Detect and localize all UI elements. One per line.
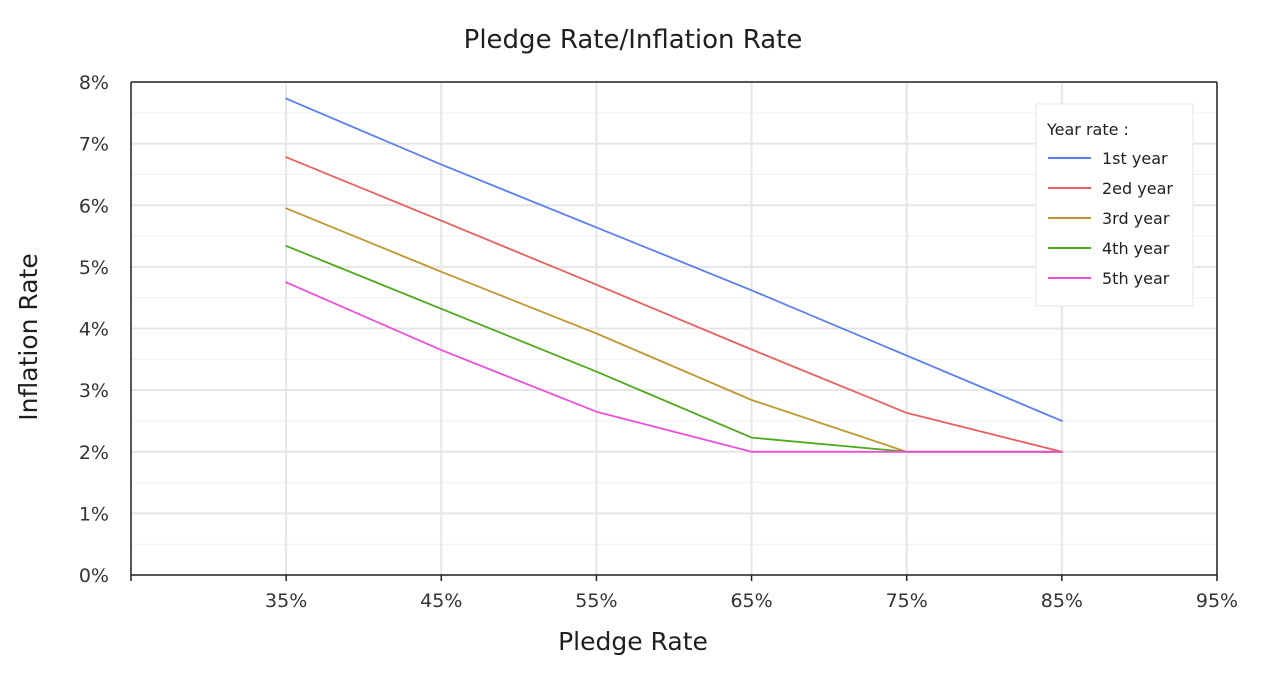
series-line-1 bbox=[285, 97, 1063, 422]
legend: Year rate : 1st year 2ed year 3rd year 4th … bbox=[1035, 103, 1194, 307]
series-line-5 bbox=[285, 281, 1063, 453]
legend-label-3: 3rd year bbox=[1102, 209, 1170, 228]
legend-box bbox=[1035, 103, 1194, 307]
series-line-2 bbox=[285, 156, 1063, 453]
x-axis-label: Pledge Rate bbox=[558, 627, 708, 656]
legend-label-2: 2ed year bbox=[1102, 179, 1173, 198]
legend-items: 1st year 2ed year 3rd year 4th year 5th year bbox=[1048, 149, 1173, 288]
x-tick-label: 55% bbox=[575, 590, 617, 612]
legend-label-5: 5th year bbox=[1102, 269, 1170, 288]
x-tick-label: 85% bbox=[1041, 590, 1083, 612]
x-tick-label: 95% bbox=[1196, 590, 1238, 612]
chart-title: Pledge Rate/Inflation Rate bbox=[464, 25, 803, 55]
legend-label-1: 1st year bbox=[1102, 149, 1168, 168]
y-tick-label: 1% bbox=[79, 503, 109, 525]
y-axis-label: Inflation Rate bbox=[14, 253, 43, 420]
y-tick-label: 6% bbox=[79, 195, 109, 217]
y-tick-label: 2% bbox=[79, 442, 109, 464]
y-tick-label: 0% bbox=[79, 565, 109, 587]
x-tick-label: 45% bbox=[420, 590, 462, 612]
y-tick-label: 8% bbox=[79, 72, 109, 94]
series-lines bbox=[285, 97, 1063, 453]
legend-label-4: 4th year bbox=[1102, 239, 1170, 258]
y-tick-label: 3% bbox=[79, 380, 109, 402]
x-tick-label: 65% bbox=[730, 590, 772, 612]
y-tick-label: 5% bbox=[79, 257, 109, 279]
y-tick-label: 4% bbox=[79, 319, 109, 341]
x-tick-label: 75% bbox=[886, 590, 928, 612]
legend-title: Year rate : bbox=[1046, 120, 1129, 139]
x-tick-label: 35% bbox=[265, 590, 307, 612]
axes: 0% 1% 2% 3% 4% 5% 6% 7% 8% 35% 45% 55% 65% 75% 85% 95% bbox=[79, 72, 1238, 612]
y-tick-label: 7% bbox=[79, 134, 109, 156]
